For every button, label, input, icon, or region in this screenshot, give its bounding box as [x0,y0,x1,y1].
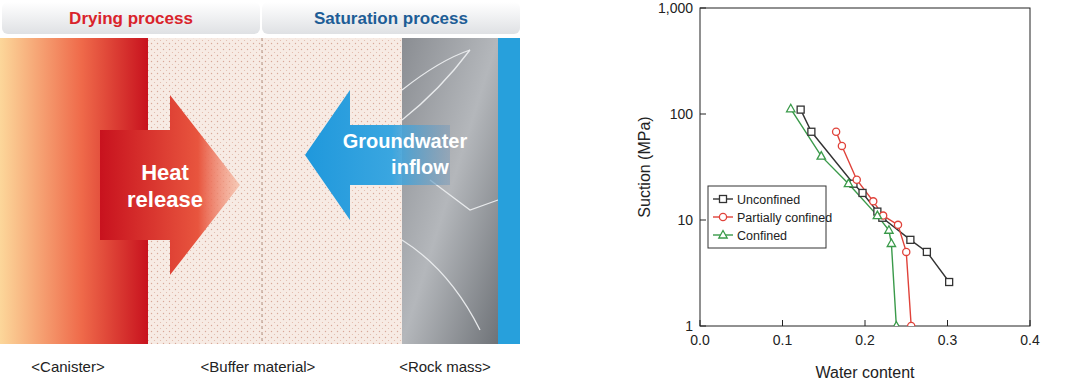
legend-marker [719,231,727,239]
data-point [833,128,840,135]
data-point [859,189,866,196]
legend-label: Unconfined [737,193,800,207]
data-point [797,106,804,113]
heat-arrow [100,95,240,275]
data-point [903,248,910,255]
legend-marker [719,213,726,220]
arrow-text: Heat [141,160,189,185]
x-axis-label: Water content [815,364,915,381]
data-point [885,226,893,234]
x-tick-label: 0.1 [773,332,793,348]
y-axis-label: Suction (MPa) [636,116,653,217]
x-tick-label: 0.0 [690,332,710,348]
x-tick [782,320,783,326]
divider [262,38,263,344]
x-tick-label: 0.2 [855,332,875,348]
legend-label: Partially confined [737,211,832,225]
header-box [262,2,520,34]
water-arrow [305,90,450,220]
data-point [907,236,914,243]
x-tick-label: 0.4 [1020,332,1040,348]
x-tick [700,320,701,326]
data-point [887,239,895,247]
region-label: <Canister> [31,358,105,375]
arrow-text: release [127,187,203,212]
data-point [946,279,953,286]
data-point [870,198,877,205]
region-label: <Buffer material> [201,358,316,375]
y-tick [700,8,706,9]
x-tick [865,320,866,326]
data-point [817,152,825,160]
data-point [923,248,930,255]
legend-label: Confined [737,229,787,243]
data-point [873,211,881,219]
x-tick [1030,320,1031,326]
arrow-text: Groundwater [343,130,468,152]
y-tick-label: 10 [677,212,693,228]
y-tick [700,220,706,221]
rock-fracture [402,50,498,330]
series-line [836,132,911,326]
data-point [892,322,900,327]
data-point [908,322,915,326]
data-point [894,221,901,228]
data-point [838,142,845,149]
page: Drying process Saturation process Heatrele… [0,0,1090,386]
header-text: Drying process [69,9,193,28]
data-point [853,176,860,183]
groundwater-strip [498,38,520,344]
data-point [844,179,852,187]
legend: Unconfined Partially confined Confined [708,186,832,248]
y-tick-label: 100 [670,106,694,122]
x-tick-label: 0.3 [938,332,958,348]
header-box [2,2,260,34]
legend-marker [720,196,727,203]
y-tick-label: 1,000 [658,0,693,16]
data-point [787,104,795,112]
y-tick [700,326,706,327]
y-tick [700,114,706,115]
data-point [808,128,815,135]
header-text: Saturation process [314,9,468,28]
plot-frame [700,8,1030,326]
arrow-text: inflow [391,156,449,178]
region-label: <Rock mass> [399,358,491,375]
x-tick [947,320,948,326]
rock-mass [402,38,498,344]
chart: 1101001,0000.00.10.20.30.4Water contentS… [636,0,1040,381]
diagram: Drying process Saturation process Heatrele… [0,2,520,375]
